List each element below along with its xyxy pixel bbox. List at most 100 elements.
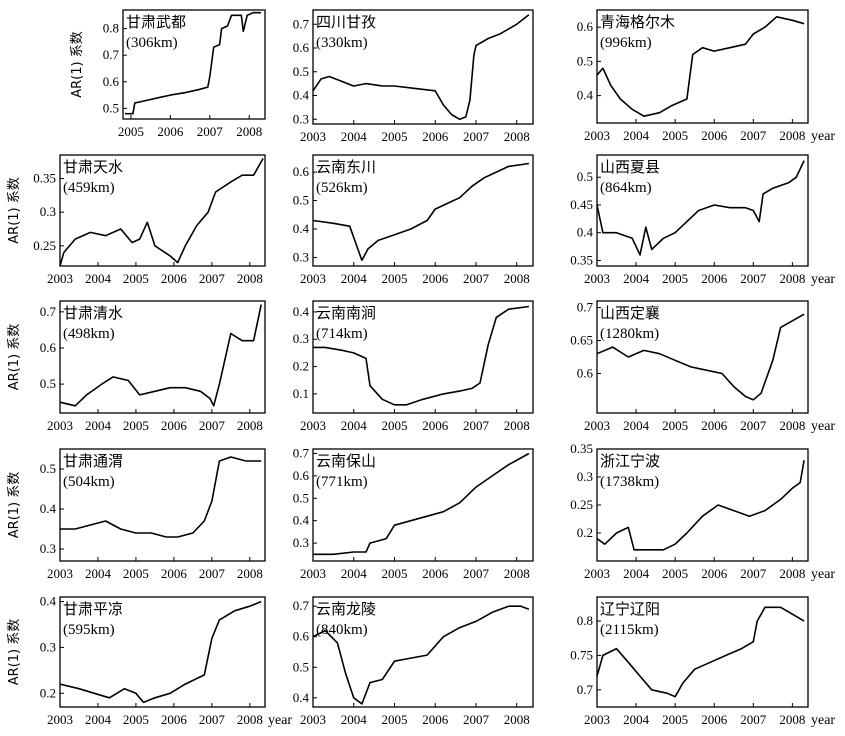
chart-panel: 2003 2004 2005 2006 2007 2008 0.5 0.6 0.7 甘肃清水 (49… — [40, 300, 266, 433]
y-tick-label: 0.6 — [293, 468, 310, 483]
y-axis-label: AR(1) 系数 — [7, 324, 22, 390]
y-tick-label: 0.4 — [577, 88, 594, 103]
y-tick-label: 0.5 — [577, 53, 593, 68]
chart-panel: 2003 2004 2005 2006 2007 2008 0.1 0.2 0.3 0.4 云南南涧… — [293, 300, 534, 433]
plot-frame — [312, 448, 534, 562]
y-tick-label: 0.7 — [293, 16, 310, 31]
panel-title: 云南龙陵 — [316, 600, 376, 618]
x-tick-label: 2008 — [237, 271, 263, 286]
x-tick-label: 2006 — [422, 418, 449, 433]
panel-title: 山西夏县 — [600, 158, 660, 176]
x-tick-label: 2005 — [381, 129, 407, 144]
x-tick-label: 2004 — [623, 566, 650, 581]
x-tick-label: 2007 — [463, 566, 490, 581]
x-tick-label: 2005 — [662, 128, 688, 143]
chart-panel: 2003 2004 2005 2006 2007 2008 0.2 0.3 0.4 甘肃平凉 (59… — [40, 594, 266, 727]
y-tick-label: 0.7 — [40, 304, 57, 319]
x-unit-label: year — [811, 419, 835, 434]
y-tick-label: 0.3 — [293, 249, 309, 264]
y-tick-label: 0.5 — [40, 461, 56, 476]
x-tick-label: 2003 — [584, 712, 610, 727]
panel-title: 甘肃平凉 — [63, 600, 123, 618]
x-tick-label: 2007 — [463, 129, 490, 144]
y-tick-label: 0.3 — [293, 535, 309, 550]
y-tick-label: 0.8 — [103, 21, 119, 36]
x-tick-label: 2007 — [197, 124, 224, 139]
x-tick-label: 2008 — [779, 712, 805, 727]
y-tick-label: 0.8 — [577, 613, 593, 628]
series-line — [59, 600, 262, 704]
chart-panel: 2003 2004 2005 2006 2007 2008 0.35 0.4 0.45 0.5 山西… — [570, 154, 835, 287]
y-tick-label: 0.35 — [570, 252, 593, 267]
panel-distance: (996km) — [600, 35, 652, 51]
x-tick-label: 2004 — [623, 712, 650, 727]
x-tick-label: 2004 — [341, 418, 368, 433]
x-tick-label: 2006 — [161, 712, 188, 727]
y-tick-label: 0.6 — [293, 164, 310, 179]
x-unit-label: year — [811, 272, 835, 287]
x-tick-label: 2005 — [381, 566, 407, 581]
y-tick-label: 0.3 — [40, 639, 56, 654]
plot-frame — [59, 300, 266, 414]
x-tick-label: 2008 — [504, 712, 530, 727]
series-line — [312, 605, 530, 705]
y-tick-label: 0.6 — [293, 629, 310, 644]
x-tick-label: 2007 — [740, 271, 767, 286]
y-tick-label: 0.75 — [570, 647, 593, 662]
x-tick-label: 2004 — [341, 566, 368, 581]
panel-distance: (1280km) — [600, 326, 659, 342]
y-tick-label: 0.3 — [577, 469, 593, 484]
chart-panel: 2003 2004 2005 2006 2007 2008 0.3 0.4 0.5 甘肃通渭 (50… — [40, 448, 266, 581]
x-tick-label: 2008 — [237, 566, 263, 581]
x-tick-label: 2003 — [47, 566, 73, 581]
panel-distance: (771km) — [316, 474, 368, 490]
panel-distance: (2115km) — [600, 622, 659, 638]
chart-panel: 2005 2006 2007 2008 0.5 0.6 0.7 0.8 甘肃武都 (306km) — [103, 9, 266, 139]
y-tick-label: 0.3 — [293, 331, 309, 346]
y-axis-label: AR(1) 系数 — [7, 472, 22, 538]
y-tick-label: 0.6 — [40, 340, 57, 355]
series-line — [596, 460, 805, 551]
chart-panel: 2003 2004 2005 2006 2007 2008 0.7 0.75 0.8 辽宁辽阳 (2… — [570, 596, 835, 728]
chart-panel: 2003 2004 2005 2006 2007 2008 0.3 0.4 0.5 0.6 0.7 四… — [293, 9, 534, 144]
series-line — [59, 304, 262, 407]
panel-distance: (504km) — [63, 474, 115, 490]
plot-frame — [122, 9, 266, 120]
x-tick-label: 2005 — [123, 566, 149, 581]
y-tick-label: 0.4 — [293, 513, 310, 528]
x-tick-label: 2003 — [300, 271, 326, 286]
y-tick-label: 0.25 — [570, 497, 593, 512]
x-tick-label: 2005 — [662, 712, 688, 727]
x-tick-label: 2005 — [381, 712, 407, 727]
y-axis-label: AR(1) 系数 — [70, 31, 85, 97]
x-tick-label: 2007 — [740, 128, 767, 143]
panel-title: 浙江宁波 — [600, 452, 660, 470]
x-tick-label: 2006 — [161, 566, 188, 581]
series-line — [312, 14, 530, 121]
x-tick-label: 2004 — [85, 418, 112, 433]
panel-title: 云南南涧 — [316, 304, 376, 322]
x-unit-label: year — [268, 713, 292, 728]
panel-distance: (840km) — [316, 622, 368, 638]
panel-distance: (1738km) — [600, 474, 659, 490]
x-unit-label: year — [811, 129, 835, 144]
x-tick-label: 2004 — [85, 712, 112, 727]
x-tick-label: 2005 — [123, 712, 149, 727]
plot-frame — [312, 9, 534, 125]
x-tick-label: 2004 — [623, 418, 650, 433]
x-tick-label: 2004 — [85, 566, 112, 581]
x-tick-label: 2007 — [463, 712, 490, 727]
panel-title: 云南保山 — [316, 452, 376, 470]
x-tick-label: 2006 — [701, 418, 728, 433]
y-tick-label: 0.35 — [33, 171, 56, 186]
y-tick-label: 0.4 — [293, 88, 310, 103]
y-tick-label: 0.2 — [577, 525, 593, 540]
series-line — [596, 313, 805, 401]
x-tick-label: 2008 — [236, 124, 262, 139]
panel-title: 辽宁辽阳 — [600, 600, 660, 618]
panel-title: 甘肃武都 — [126, 13, 186, 31]
x-tick-label: 2003 — [47, 712, 73, 727]
y-tick-label: 0.5 — [293, 64, 309, 79]
plot-frame — [59, 596, 266, 708]
